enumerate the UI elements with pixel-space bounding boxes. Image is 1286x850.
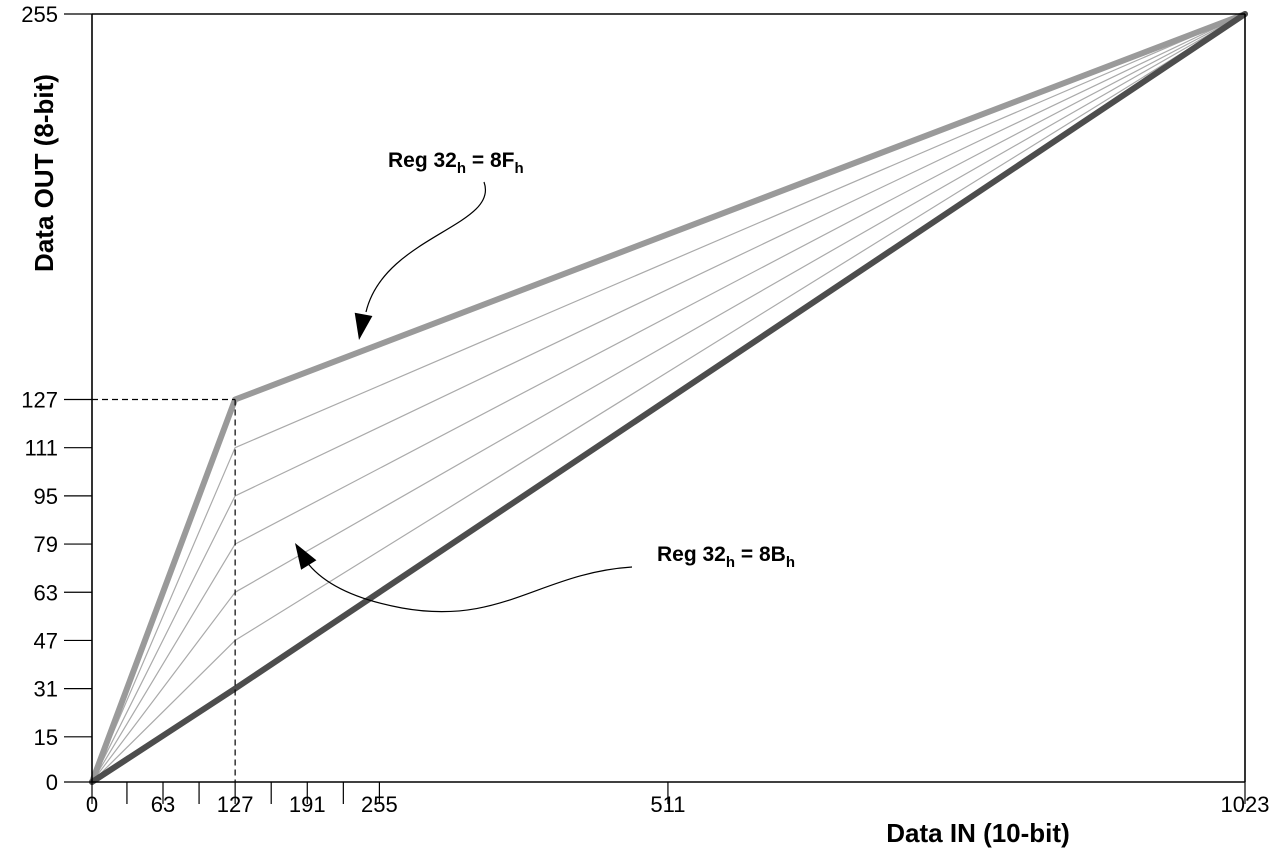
x-tick-label-191: 191 bbox=[289, 792, 326, 817]
ticks-layer: 0 63 127 191 255 511 1023 0 15 31 47 63 79 95 111 127 25… bbox=[21, 2, 1269, 817]
y-tick-label-63: 63 bbox=[34, 580, 58, 605]
annotation-arrowhead-2 bbox=[295, 543, 317, 570]
y-tick-label-95: 95 bbox=[34, 484, 58, 509]
curve-middle-0 bbox=[91, 13, 1246, 783]
y-tick-label-255: 255 bbox=[21, 2, 58, 27]
annotation-arrow-line-2 bbox=[305, 560, 633, 613]
y-tick-label-47: 47 bbox=[34, 628, 58, 653]
x-tick-label-63: 63 bbox=[151, 792, 175, 817]
annotations-layer: Reg 32h = 8Fh Reg 32h = 8Bh bbox=[295, 149, 795, 613]
x-tick-label-1023: 1023 bbox=[1221, 792, 1270, 817]
guides-layer bbox=[92, 398, 236, 782]
curve-lower bbox=[89, 11, 1248, 785]
annotation-label-2: Reg 32h = 8Bh bbox=[657, 543, 795, 571]
y-axis-title: Data OUT (8-bit) bbox=[29, 74, 59, 272]
curve-middle-1 bbox=[91, 13, 1246, 783]
annotation-arrowhead-1 bbox=[354, 312, 373, 340]
y-tick-label-31: 31 bbox=[34, 677, 58, 702]
annotation-arrow-line-1 bbox=[365, 181, 487, 313]
x-tick-label-255: 255 bbox=[361, 792, 398, 817]
y-tick-label-111: 111 bbox=[25, 436, 58, 461]
annotation-label-1: Reg 32h = 8Fh bbox=[388, 149, 524, 177]
x-tick-label-0: 0 bbox=[86, 792, 98, 817]
y-tick-label-79: 79 bbox=[34, 532, 58, 557]
y-tick-label-127: 127 bbox=[21, 388, 58, 413]
x-tick-label-511: 511 bbox=[650, 792, 685, 817]
x-tick-label-127: 127 bbox=[217, 792, 254, 817]
y-tick-label-0: 0 bbox=[46, 770, 58, 795]
x-axis-title: Data IN (10-bit) bbox=[886, 818, 1069, 848]
y-tick-label-15: 15 bbox=[34, 725, 58, 750]
